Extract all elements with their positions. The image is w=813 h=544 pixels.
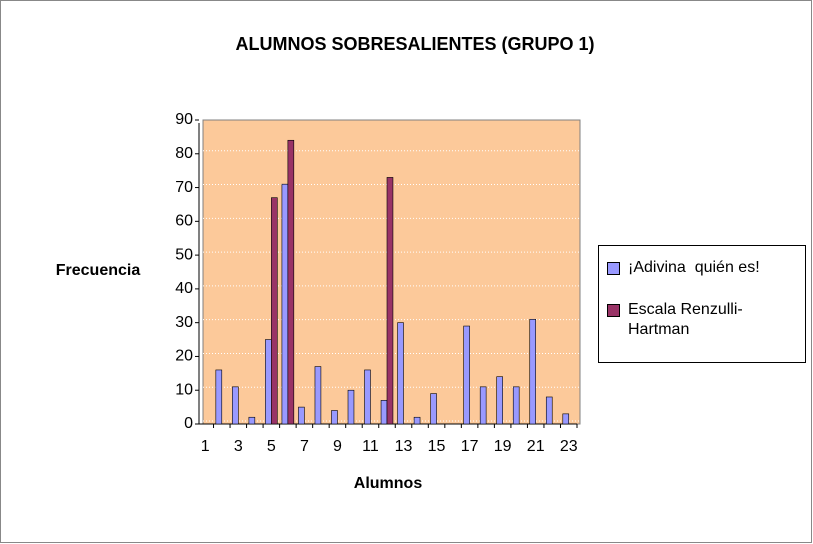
y-tick-label: 30 (175, 314, 193, 331)
bar (265, 339, 272, 425)
x-tick-label: 1 (201, 438, 210, 455)
legend-label: Escala Renzulli-Hartman (628, 301, 743, 338)
bar (347, 389, 355, 425)
x-tick-label: 19 (494, 438, 512, 455)
bar (413, 416, 421, 425)
legend-swatch (607, 304, 620, 317)
y-axis-label: Frecuencia (56, 262, 141, 279)
y-tick-label: 10 (175, 381, 193, 398)
x-tick-label: 9 (333, 438, 342, 455)
bar (298, 406, 305, 425)
legend-swatch (607, 262, 620, 275)
bar (463, 325, 470, 425)
bar (496, 376, 503, 425)
bar (512, 386, 520, 425)
bar (215, 369, 223, 425)
bar (364, 369, 371, 425)
x-tick-label: 7 (300, 438, 309, 455)
y-tick-label: 80 (175, 145, 193, 162)
bar (281, 183, 289, 425)
y-tick-label: 50 (175, 246, 193, 263)
x-tick-label: 21 (527, 438, 545, 455)
bar (529, 318, 536, 425)
x-tick-label: 3 (234, 438, 243, 455)
y-tick-label: 90 (175, 111, 193, 128)
bar (562, 413, 570, 425)
bar (287, 139, 295, 425)
bar (331, 410, 338, 425)
bar (248, 416, 256, 425)
bar (271, 197, 278, 425)
legend-label: ¡Adivina quién es! (628, 259, 760, 276)
x-tick-label: 5 (267, 438, 276, 455)
x-tick-label: 11 (362, 438, 379, 455)
chart-title: ALUMNOS SOBRESALIENTES (GRUPO 1) (235, 34, 594, 54)
y-tick-label: 40 (175, 280, 193, 297)
bar (386, 177, 394, 425)
bar (479, 386, 487, 425)
y-tick-label: 0 (184, 415, 193, 432)
legend-item: ¡Adivina quién es! (607, 258, 799, 278)
x-axis-label: Alumnos (354, 475, 423, 492)
x-tick-label: 17 (461, 438, 479, 455)
x-tick-label: 23 (560, 438, 578, 455)
x-tick-label: 13 (395, 438, 413, 455)
legend: ¡Adivina quién es! Escala Renzulli-Hartma… (598, 245, 806, 363)
y-tick-label: 70 (175, 179, 193, 196)
bar (232, 386, 239, 425)
bar (545, 396, 553, 425)
y-tick-label: 60 (175, 213, 193, 230)
bar (380, 400, 388, 425)
legend-item: Escala Renzulli-Hartman (607, 300, 799, 340)
x-tick-label: 15 (428, 438, 446, 455)
bar (397, 322, 404, 425)
bar (314, 366, 322, 425)
bar (430, 393, 437, 425)
y-tick-label: 20 (175, 348, 193, 365)
